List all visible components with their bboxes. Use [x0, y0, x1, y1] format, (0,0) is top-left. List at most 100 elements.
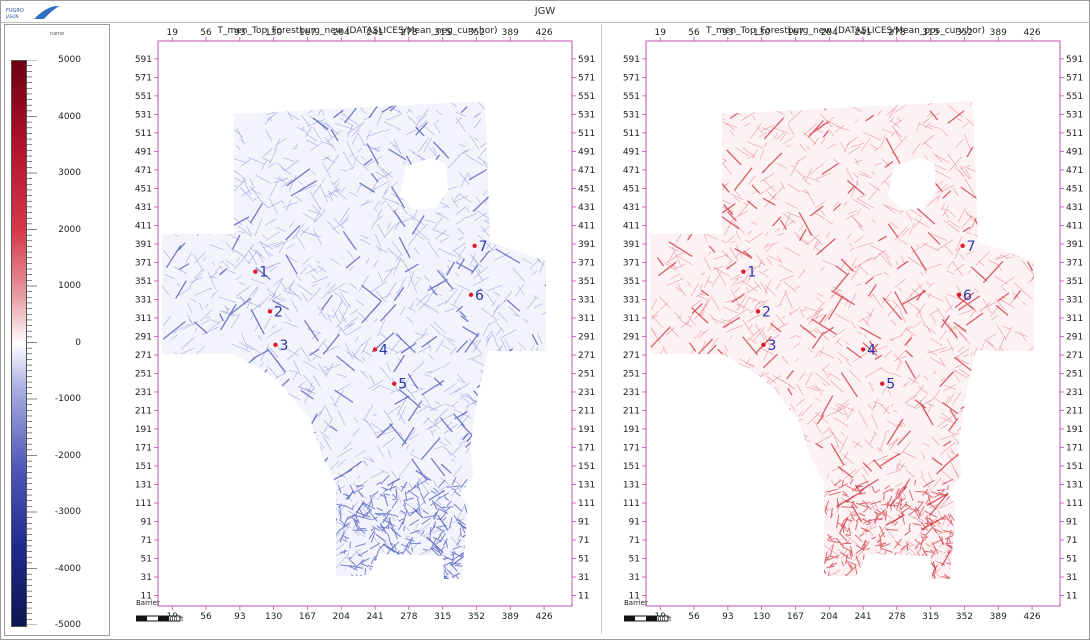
y-tick-label-left: 151 — [623, 462, 640, 472]
y-tick-label-left: 451 — [135, 184, 152, 194]
x-tick-label-bottom: 56 — [200, 612, 212, 622]
svg-text:FUGRO: FUGRO — [6, 8, 24, 14]
y-tick-label-left: 71 — [141, 536, 152, 546]
y-tick-label-right: 131 — [1066, 480, 1083, 490]
well-marker[interactable]: 4 — [860, 342, 876, 358]
y-tick-label-left: 51 — [629, 555, 640, 565]
colorbar-gradient — [11, 60, 27, 627]
x-tick-label-bottom: 315 — [434, 612, 451, 622]
well-marker[interactable]: 3 — [761, 338, 776, 354]
y-tick-label-right: 271 — [1066, 351, 1083, 361]
y-tick-label-left: 331 — [135, 295, 152, 305]
y-tick-label-left: 11 — [141, 592, 152, 602]
y-tick-label-right: 171 — [578, 443, 595, 453]
y-tick-label-left: 231 — [623, 388, 640, 398]
colorbar-tick-label: 3000 — [58, 168, 81, 178]
y-tick-label-right: 111 — [578, 499, 595, 509]
y-tick-label-left: 31 — [141, 573, 152, 583]
colorbar-tick-label: -2000 — [54, 450, 81, 461]
y-tick-label-right: 411 — [1066, 221, 1083, 231]
y-tick-label-right: 491 — [578, 147, 595, 157]
x-tick-label-bottom: 204 — [821, 612, 838, 622]
x-tick-label-bottom: 241 — [854, 612, 871, 622]
y-tick-label-right: 411 — [578, 221, 595, 231]
well-label: 7 — [479, 239, 488, 255]
y-tick-label-left: 491 — [623, 147, 640, 157]
colorbar-tick-label: -1000 — [54, 394, 81, 404]
y-tick-label-left: 431 — [135, 203, 152, 213]
y-tick-label-left: 251 — [135, 369, 152, 379]
well-marker[interactable]: 5 — [880, 377, 895, 393]
colorbar-panel: name 5000 4000 3000 2000 1000 0 -1000 -2000 -300… — [4, 24, 110, 636]
y-tick-label-right: 431 — [1066, 203, 1083, 213]
colorbar-tick-label: 4000 — [58, 111, 81, 122]
y-tick-label-left: 371 — [623, 258, 640, 268]
y-tick-label-right: 131 — [578, 480, 595, 490]
x-tick-label-top: 352 — [956, 28, 973, 38]
well-marker[interactable]: 5 — [392, 377, 407, 393]
well-marker[interactable]: 7 — [960, 239, 976, 255]
y-tick-label-left: 31 — [629, 573, 640, 583]
well-label: 6 — [963, 288, 972, 304]
x-tick-label-bottom: 278 — [888, 612, 905, 622]
x-tick-label-top: 56 — [688, 28, 700, 38]
y-tick-label-left: 331 — [623, 295, 640, 305]
map-panel-neg-curvature[interactable]: T_men_Top_Forestburg_new (DATASLICES/Mea… — [114, 24, 601, 634]
panel-divider — [601, 24, 602, 634]
y-tick-label-right: 91 — [1066, 518, 1077, 528]
x-tick-label-top: 167 — [787, 28, 804, 38]
y-tick-label-left: 351 — [135, 277, 152, 287]
map-canvas[interactable]: 1919565693931301301671672042042412412782… — [602, 24, 1089, 634]
y-tick-label-left: 171 — [623, 443, 640, 453]
y-tick-label-right: 571 — [578, 73, 595, 83]
y-tick-label-right: 511 — [578, 129, 595, 139]
y-tick-label-left: 471 — [623, 166, 640, 176]
y-tick-label-right: 551 — [578, 92, 595, 102]
x-tick-label-bottom: 167 — [299, 612, 316, 622]
well-marker[interactable]: 1 — [741, 265, 756, 281]
map-panel-pos-curvature[interactable]: T_men_Top_Forestburg_new (DATASLICES/Mea… — [602, 24, 1089, 634]
y-tick-label-right: 531 — [578, 110, 595, 120]
y-tick-label-right: 351 — [1066, 277, 1083, 287]
x-tick-label-top: 19 — [166, 28, 178, 38]
well-marker[interactable]: 3 — [273, 338, 288, 354]
svg-text:JASON: JASON — [5, 14, 19, 19]
y-tick-label-right: 11 — [578, 592, 589, 602]
x-tick-label-top: 352 — [468, 28, 485, 38]
map-canvas[interactable]: 1919565693931301301671672042042412412782… — [114, 24, 601, 634]
x-tick-label-bottom: 389 — [502, 612, 519, 622]
scale-bar-icon — [624, 615, 669, 622]
y-tick-label-left: 271 — [135, 351, 152, 361]
y-tick-label-right: 351 — [578, 277, 595, 287]
well-marker[interactable]: 2 — [267, 304, 283, 320]
well-label: 1 — [747, 265, 756, 281]
barrier-label: Barrier — [624, 599, 648, 607]
well-marker[interactable]: 7 — [472, 239, 488, 255]
y-tick-label-right: 291 — [1066, 332, 1083, 342]
y-tick-label-left: 471 — [135, 166, 152, 176]
map-frame — [157, 40, 573, 607]
y-tick-label-right: 491 — [1066, 147, 1083, 157]
y-tick-label-right: 551 — [1066, 92, 1083, 102]
well-marker[interactable]: 2 — [755, 304, 771, 320]
panel-title: T_men_Top_Forestburg_new (DATASLICES/Mea… — [217, 26, 498, 36]
well-marker[interactable]: 6 — [956, 288, 972, 304]
y-tick-label-right: 371 — [578, 258, 595, 268]
y-tick-label-right: 251 — [578, 369, 595, 379]
x-tick-label-top: 56 — [200, 28, 212, 38]
well-label: 1 — [259, 265, 268, 281]
colorbar-tick-label: -4000 — [54, 563, 81, 574]
x-tick-label-bottom: 426 — [535, 612, 552, 622]
y-tick-label-right: 591 — [578, 55, 595, 65]
x-tick-label-top: 93 — [722, 28, 733, 38]
y-tick-label-left: 291 — [135, 332, 152, 342]
well-marker[interactable]: 4 — [372, 342, 388, 358]
x-tick-label-bottom: 278 — [400, 612, 417, 622]
x-tick-label-bottom: 352 — [956, 612, 973, 622]
well-marker[interactable]: 6 — [468, 288, 484, 304]
well-marker[interactable]: 1 — [253, 265, 268, 281]
y-tick-label-left: 151 — [135, 462, 152, 472]
y-tick-label-right: 451 — [1066, 184, 1083, 194]
company-logo-icon: FUGRO JASON — [5, 5, 59, 19]
x-tick-label-bottom: 130 — [265, 612, 282, 622]
